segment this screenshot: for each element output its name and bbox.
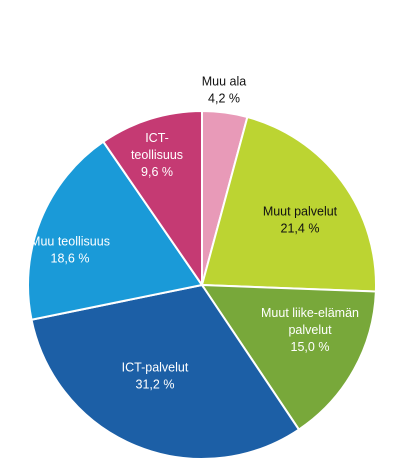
slice-category-label: teollisuus: [131, 148, 183, 162]
slice-category-label: Muut liike-elämän: [261, 306, 359, 320]
slice-category-label: Muu ala: [202, 75, 247, 89]
slice-category-label: palvelut: [288, 323, 332, 337]
slice-category-label: ICT-: [145, 131, 169, 145]
pie-slice: [200, 115, 377, 293]
pie-slice: [200, 283, 377, 431]
pie-slice: [27, 140, 204, 321]
slice-value-label: 4,2 %: [208, 92, 240, 106]
slice-value-label: 15,0 %: [291, 340, 330, 354]
slice-value-label: 18,6 %: [51, 252, 90, 266]
pie-slice: [30, 283, 301, 460]
slice-category-label: Muut palvelut: [263, 205, 338, 219]
pie-slices: [27, 109, 377, 460]
slice-value-label: 21,4 %: [281, 222, 320, 236]
slice-category-label: Muu teollisuus: [30, 235, 110, 249]
slice-category-label: ICT-palvelut: [122, 361, 189, 375]
pie-labels: Muu ala 4,2 % Muut palvelut 21,4 % Muut liik…: [30, 75, 359, 392]
pie-slice: [101, 109, 203, 289]
slice-value-label: 9,6 %: [141, 165, 173, 179]
slice-value-label: 31,2 %: [136, 378, 175, 392]
